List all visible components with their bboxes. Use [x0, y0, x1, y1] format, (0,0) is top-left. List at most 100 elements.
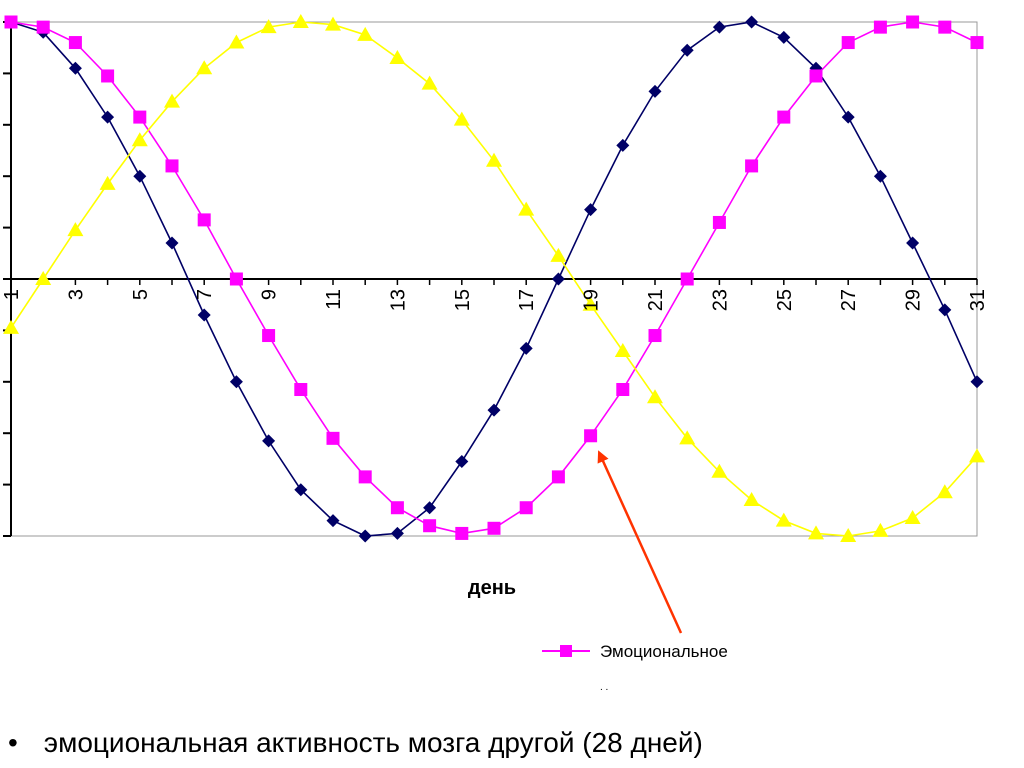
data-point-emotional: [197, 213, 211, 227]
data-point-intellectual: [711, 463, 728, 478]
series-line-emotional: [10, 21, 978, 535]
bullet-text: эмоциональная активность мозга другой (2…: [43, 727, 703, 758]
data-point-intellectual: [164, 93, 180, 108]
data-point-emotional: [938, 20, 952, 34]
data-point-physical: [101, 110, 115, 124]
x-tick-label: 25: [774, 289, 796, 311]
data-point-physical: [841, 110, 855, 124]
data-point-intellectual: [518, 201, 535, 216]
data-point-emotional: [294, 383, 308, 397]
data-point-intellectual: [228, 34, 245, 49]
data-point-intellectual: [453, 111, 470, 126]
x-tick-label: 3: [65, 289, 87, 300]
data-point-physical: [423, 501, 437, 515]
x-tick-label: 13: [387, 289, 409, 311]
data-point-physical: [777, 30, 791, 44]
data-point-emotional: [4, 15, 18, 29]
data-point-physical: [616, 138, 630, 152]
data-point-physical: [680, 43, 694, 57]
data-point-physical: [294, 483, 308, 497]
series-intellectual: [3, 14, 985, 542]
axes: [3, 21, 978, 537]
series-layer: [3, 14, 985, 543]
data-point-emotional: [616, 383, 630, 397]
x-tick-labels: 1 3 5 7 9 11 13 15 17 19 21 23 25 27 29 31: [1, 289, 989, 311]
x-tick-label: 17: [516, 289, 538, 311]
data-point-emotional: [390, 501, 404, 515]
data-point-emotional: [519, 501, 533, 515]
data-point-physical: [873, 169, 887, 183]
data-point-intellectual: [614, 342, 631, 357]
data-point-intellectual: [840, 528, 857, 542]
data-point-emotional: [841, 36, 855, 50]
data-point-emotional: [262, 329, 276, 343]
data-point-intellectual: [196, 60, 213, 75]
series-emotional: [4, 15, 984, 540]
data-point-emotional: [712, 215, 726, 229]
data-point-physical: [938, 303, 952, 317]
data-point-intellectual: [292, 14, 309, 28]
bullet-point: • эмоциональная активность мозга другой …: [8, 727, 703, 759]
data-point-intellectual: [35, 271, 52, 285]
data-point-emotional: [229, 272, 243, 286]
x-tick-label: 9: [259, 289, 281, 300]
data-point-emotional: [873, 20, 887, 34]
data-point-emotional: [133, 110, 147, 124]
data-point-intellectual: [775, 512, 792, 527]
data-point-physical: [165, 236, 179, 250]
data-point-emotional: [358, 470, 372, 484]
data-point-emotional: [584, 429, 598, 443]
data-point-intellectual: [872, 522, 889, 537]
data-point-intellectual: [357, 26, 374, 41]
bullet-symbol: •: [8, 727, 18, 758]
data-point-physical: [197, 308, 211, 322]
data-point-physical: [487, 403, 501, 417]
x-tick-label: 31: [967, 289, 989, 311]
legend-label-emotional: Эмоциональное: [600, 642, 728, 661]
data-point-intellectual: [904, 510, 921, 525]
data-point-physical: [584, 203, 598, 217]
data-point-physical: [358, 529, 372, 543]
legend: Эмоциональное . .: [542, 642, 728, 693]
x-tick-label: 21: [645, 289, 667, 311]
data-point-emotional: [809, 69, 823, 83]
data-point-intellectual: [131, 132, 148, 147]
data-point-physical: [745, 15, 759, 29]
data-point-emotional: [101, 69, 115, 83]
data-point-intellectual: [808, 525, 824, 540]
legend-cut-off-text: . .: [600, 682, 608, 693]
data-point-intellectual: [389, 49, 406, 64]
data-point-emotional: [745, 159, 759, 173]
data-point-intellectual: [550, 247, 567, 262]
x-tick-label: 19: [581, 289, 603, 311]
data-point-emotional: [680, 272, 694, 286]
x-tick-label: 15: [452, 289, 474, 311]
data-point-emotional: [551, 470, 565, 484]
data-point-intellectual: [3, 319, 19, 334]
data-point-emotional: [326, 431, 340, 445]
x-tick-label: 11: [323, 289, 345, 310]
x-tick-label: 29: [903, 289, 925, 311]
data-point-emotional: [165, 159, 179, 173]
x-tick-label: 7: [194, 289, 216, 300]
data-point-intellectual: [486, 152, 502, 167]
data-point-physical: [906, 236, 920, 250]
data-point-intellectual: [647, 389, 663, 404]
data-point-physical: [133, 169, 147, 183]
data-point-intellectual: [743, 492, 760, 507]
data-point-emotional: [648, 329, 662, 343]
data-point-physical: [326, 514, 340, 528]
data-point-intellectual: [582, 296, 599, 311]
data-point-emotional: [455, 526, 469, 540]
annotation-arrow: [597, 450, 683, 634]
biorhythm-chart: 1 3 5 7 9 11 13 15 17 19 21 23 25 27 29 31 день Эмоцион…: [1, 14, 989, 693]
data-point-emotional: [487, 521, 501, 535]
data-point-physical: [262, 434, 276, 448]
data-point-physical: [68, 61, 82, 75]
data-point-physical: [648, 84, 662, 98]
x-tick-label: 23: [709, 289, 731, 311]
data-point-physical: [519, 341, 533, 355]
data-point-physical: [712, 20, 726, 34]
data-point-intellectual: [936, 484, 953, 499]
